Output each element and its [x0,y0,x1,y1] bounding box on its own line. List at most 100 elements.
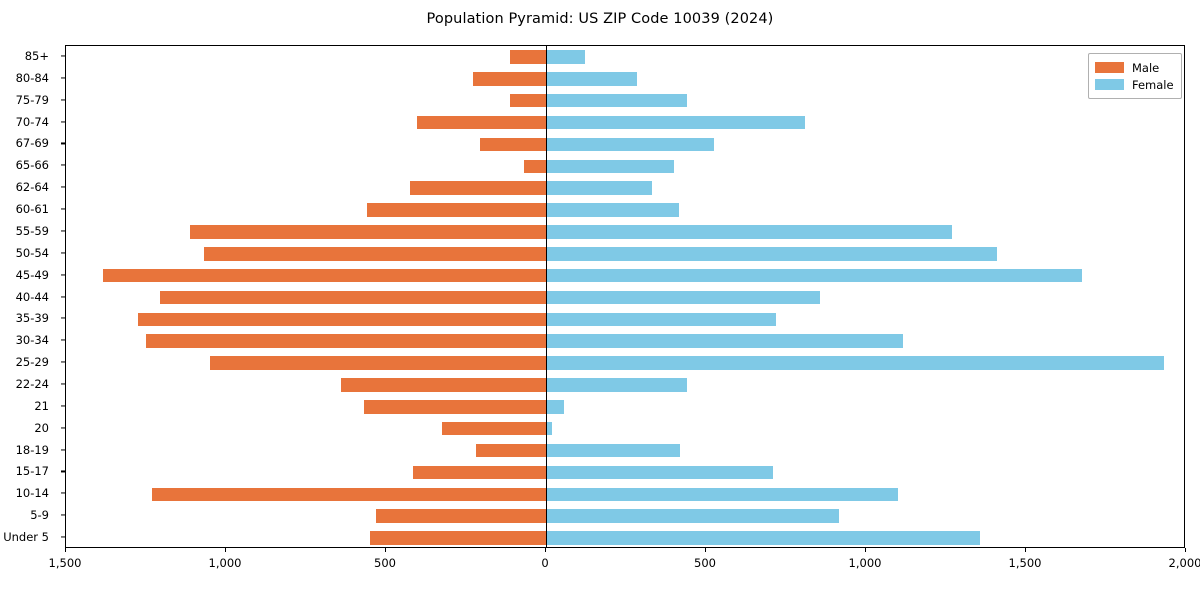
bar-female[interactable] [546,137,714,152]
bar-female[interactable] [546,312,777,327]
bar-female[interactable] [546,203,679,217]
bar-female[interactable] [546,159,674,174]
x-tick-mark [545,548,547,552]
y-tick-mark [61,120,65,123]
bar-female[interactable] [546,509,839,523]
y-tick-mark [61,99,65,101]
y-tick-label: 50-54 [15,245,49,260]
bar-female[interactable] [546,400,564,414]
bar-female[interactable] [546,487,898,502]
y-tick-label: 25-29 [15,355,49,370]
bar-row [66,181,1184,195]
bar-female[interactable] [546,356,1164,370]
x-tick-label: 0 [541,556,549,570]
x-tick-mark [1185,548,1187,552]
bar-male[interactable] [203,246,546,261]
y-tick-label: 30-34 [15,333,49,348]
y-tick-mark [61,295,65,298]
y-tick-mark [61,208,65,210]
bar-female[interactable] [546,421,553,436]
bar-female[interactable] [546,334,903,348]
y-tick-label: 40-44 [15,289,49,304]
bar-male[interactable] [480,137,546,152]
bar-male[interactable] [138,312,546,327]
bar-male[interactable] [524,159,546,174]
bar-female[interactable] [546,290,820,305]
bar-row [66,421,1184,436]
bar-female[interactable] [546,268,1082,283]
bar-row [66,290,1184,305]
y-tick-mark [61,55,65,57]
bar-male[interactable] [410,181,546,195]
legend-label: Male [1132,60,1160,75]
bar-row [66,356,1184,370]
bar-row [66,93,1184,108]
y-tick-label: 5-9 [30,508,49,523]
bar-row [66,443,1184,458]
bar-male[interactable] [442,421,546,436]
x-tick-label: 500 [374,556,396,570]
bar-male[interactable] [509,50,546,64]
bar-female[interactable] [546,181,652,195]
bar-female[interactable] [546,443,681,458]
y-tick-mark [61,186,65,188]
bar-male[interactable] [152,487,546,502]
bar-male[interactable] [376,509,546,523]
y-tick-label: 20 [34,420,49,435]
bar-female[interactable] [546,378,687,392]
legend-entry[interactable]: Female [1095,76,1174,93]
bar-female[interactable] [546,93,687,108]
bar-male[interactable] [189,225,546,239]
bar-male[interactable] [370,531,546,545]
y-tick-mark [61,470,65,472]
y-tick-mark [61,405,65,407]
bar-female[interactable] [546,225,953,239]
bar-male[interactable] [146,334,546,348]
bar-female[interactable] [546,115,806,130]
x-tick-mark [1025,548,1027,552]
legend-swatch-icon [1095,79,1124,90]
zero-axis-line [546,46,548,547]
bar-row [66,378,1184,392]
x-tick-mark [705,548,707,552]
y-tick-label: 85+ [24,48,49,63]
bar-male[interactable] [160,290,546,305]
y-tick-label: 18-19 [15,442,49,457]
y-tick-label: 15-17 [15,464,49,479]
bar-male[interactable] [363,400,546,414]
y-tick-mark [61,252,65,254]
bar-male[interactable] [103,268,546,283]
legend-label: Female [1132,77,1174,92]
bar-male[interactable] [341,378,546,392]
x-tick-mark [225,548,227,552]
legend-swatch-icon [1095,62,1124,73]
x-tick-label: 1,500 [1008,556,1042,570]
legend-entry[interactable]: Male [1095,59,1174,76]
bar-row [66,465,1184,480]
y-tick-label: 62-64 [15,180,49,195]
bar-female[interactable] [546,50,586,64]
bar-female[interactable] [546,531,980,545]
bar-row [66,246,1184,261]
y-tick-mark [61,514,65,516]
x-tick-label: 2,000 [1168,556,1200,570]
bar-female[interactable] [546,465,774,480]
bar-row [66,312,1184,327]
bar-male[interactable] [417,115,546,130]
bar-female[interactable] [546,72,638,86]
bar-male[interactable] [413,465,546,480]
bar-male[interactable] [367,203,546,217]
y-tick-mark [61,449,65,451]
bar-row [66,225,1184,239]
bar-male[interactable] [509,93,546,108]
x-tick-label: 1,500 [48,556,82,570]
bar-male[interactable] [210,356,546,370]
y-tick-mark [61,492,65,494]
bar-male[interactable] [475,443,546,458]
bar-female[interactable] [546,246,998,261]
bar-row [66,531,1184,545]
x-tick-mark [65,548,67,552]
bar-row [66,159,1184,174]
bar-male[interactable] [473,72,546,86]
